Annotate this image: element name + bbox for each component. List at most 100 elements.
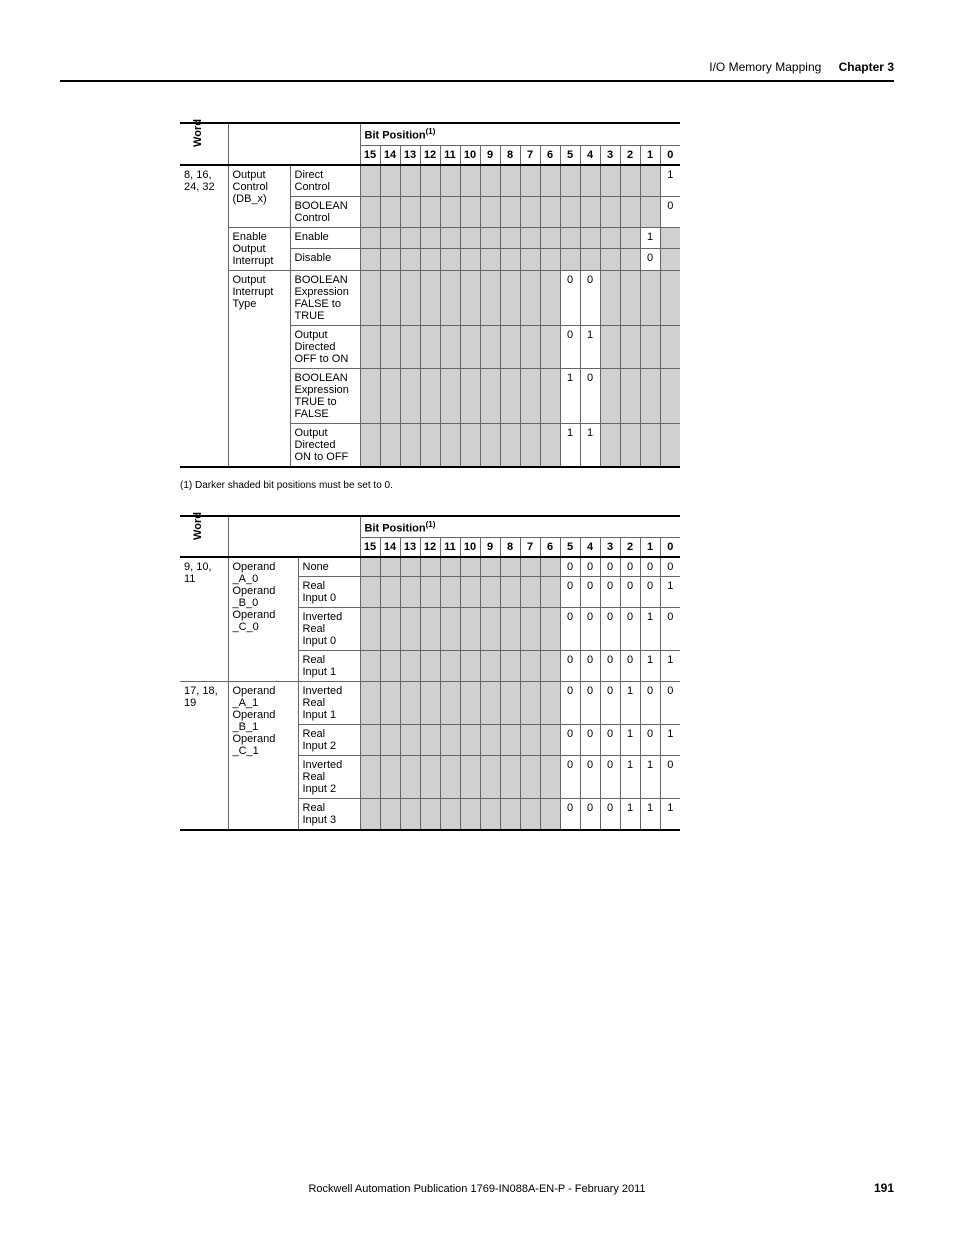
- bit-header: 7: [520, 538, 540, 558]
- bit-cell: [480, 196, 500, 227]
- bit-cell: [380, 249, 400, 271]
- bit-cell: [500, 682, 520, 725]
- item-label: OutputDirectedOFF to ON: [290, 325, 360, 368]
- bit-cell: [520, 608, 540, 651]
- bit-cell: [480, 368, 500, 423]
- bit-cell: 1: [660, 799, 680, 831]
- bit-cell: [500, 799, 520, 831]
- bit-cell: [580, 165, 600, 197]
- bit-cell: [420, 651, 440, 682]
- bit-cell: [360, 756, 380, 799]
- bit-cell: [420, 165, 440, 197]
- footnote-1: (1) Darker shaded bit positions must be …: [180, 480, 894, 491]
- bit-cell: 0: [580, 799, 600, 831]
- bit-cell: 0: [620, 608, 640, 651]
- bit-cell: [620, 270, 640, 325]
- bit-cell: [600, 423, 620, 467]
- bit-cell: 1: [620, 799, 640, 831]
- bit-cell: 0: [600, 651, 620, 682]
- bit-cell: [380, 423, 400, 467]
- bit-cell: [620, 165, 640, 197]
- word-range: 17, 18, 19: [180, 682, 228, 831]
- bit-header: 7: [520, 145, 540, 165]
- bit-cell: [420, 682, 440, 725]
- bit-cell: [360, 227, 380, 249]
- bit-cell: 1: [560, 423, 580, 467]
- bit-cell: 0: [640, 725, 660, 756]
- bit-cell: [440, 799, 460, 831]
- bit-cell: [520, 799, 540, 831]
- bit-cell: 1: [560, 368, 580, 423]
- bit-cell: [460, 368, 480, 423]
- bit-cell: [400, 608, 420, 651]
- bit-cell: [360, 249, 380, 271]
- row-label: InvertedRealInput 1: [298, 682, 360, 725]
- bit-cell: [520, 196, 540, 227]
- bit-cell: [480, 725, 500, 756]
- bit-cell: [660, 270, 680, 325]
- bit-cell: [480, 227, 500, 249]
- bit-table-1: Word Bit Position(1) 1514131211109876543…: [180, 122, 680, 468]
- bit-cell: 0: [600, 577, 620, 608]
- bit-header: 0: [660, 538, 680, 558]
- bit-cell: [380, 196, 400, 227]
- bit-cell: [640, 270, 660, 325]
- bit-cell: [540, 557, 560, 577]
- bit-cell: [420, 196, 440, 227]
- bit-cell: [540, 325, 560, 368]
- bit-cell: 0: [560, 608, 580, 651]
- bit-cell: [460, 270, 480, 325]
- bit-cell: 0: [560, 756, 580, 799]
- bit-cell: [580, 227, 600, 249]
- bit-cell: [400, 557, 420, 577]
- bit-cell: [460, 557, 480, 577]
- bit-cell: 1: [660, 577, 680, 608]
- bit-cell: [560, 227, 580, 249]
- bit-cell: 0: [580, 651, 600, 682]
- bit-cell: [380, 227, 400, 249]
- bit-header: 1: [640, 145, 660, 165]
- bit-cell: 0: [580, 368, 600, 423]
- bit-cell: 1: [640, 608, 660, 651]
- bit-cell: [520, 325, 540, 368]
- bit-cell: [560, 165, 580, 197]
- page-number: 191: [874, 1181, 894, 1195]
- bit-header: 8: [500, 538, 520, 558]
- item-label: DirectControl: [290, 165, 360, 197]
- item-label: BOOLEANControl: [290, 196, 360, 227]
- row-label: InvertedRealInput 2: [298, 756, 360, 799]
- bit-cell: 1: [640, 227, 660, 249]
- row-label: RealInput 2: [298, 725, 360, 756]
- row-label: RealInput 3: [298, 799, 360, 831]
- bit-cell: [460, 682, 480, 725]
- bit-cell: [400, 756, 420, 799]
- bit-header: 0: [660, 145, 680, 165]
- bit-cell: [600, 196, 620, 227]
- bit-cell: 0: [560, 725, 580, 756]
- bit-cell: [400, 725, 420, 756]
- bit-cell: [500, 651, 520, 682]
- bit-cell: [600, 249, 620, 271]
- bit-cell: [440, 577, 460, 608]
- bit-header: 12: [420, 145, 440, 165]
- bit-cell: [360, 799, 380, 831]
- bit-header: 2: [620, 538, 640, 558]
- bit-header: 4: [580, 145, 600, 165]
- bit-header: 10: [460, 145, 480, 165]
- bit-cell: 0: [640, 682, 660, 725]
- bit-cell: [520, 249, 540, 271]
- bit-cell: [460, 227, 480, 249]
- bit-cell: 0: [560, 651, 580, 682]
- bit-cell: 0: [600, 682, 620, 725]
- bit-cell: [360, 270, 380, 325]
- bit-header: 14: [380, 145, 400, 165]
- row-label: None: [298, 557, 360, 577]
- bit-cell: [540, 249, 560, 271]
- bit-cell: [660, 423, 680, 467]
- bit-cell: [420, 249, 440, 271]
- bit-cell: 1: [660, 651, 680, 682]
- bit-cell: [600, 368, 620, 423]
- bit-cell: 1: [660, 165, 680, 197]
- bit-cell: [480, 423, 500, 467]
- bit-cell: [580, 196, 600, 227]
